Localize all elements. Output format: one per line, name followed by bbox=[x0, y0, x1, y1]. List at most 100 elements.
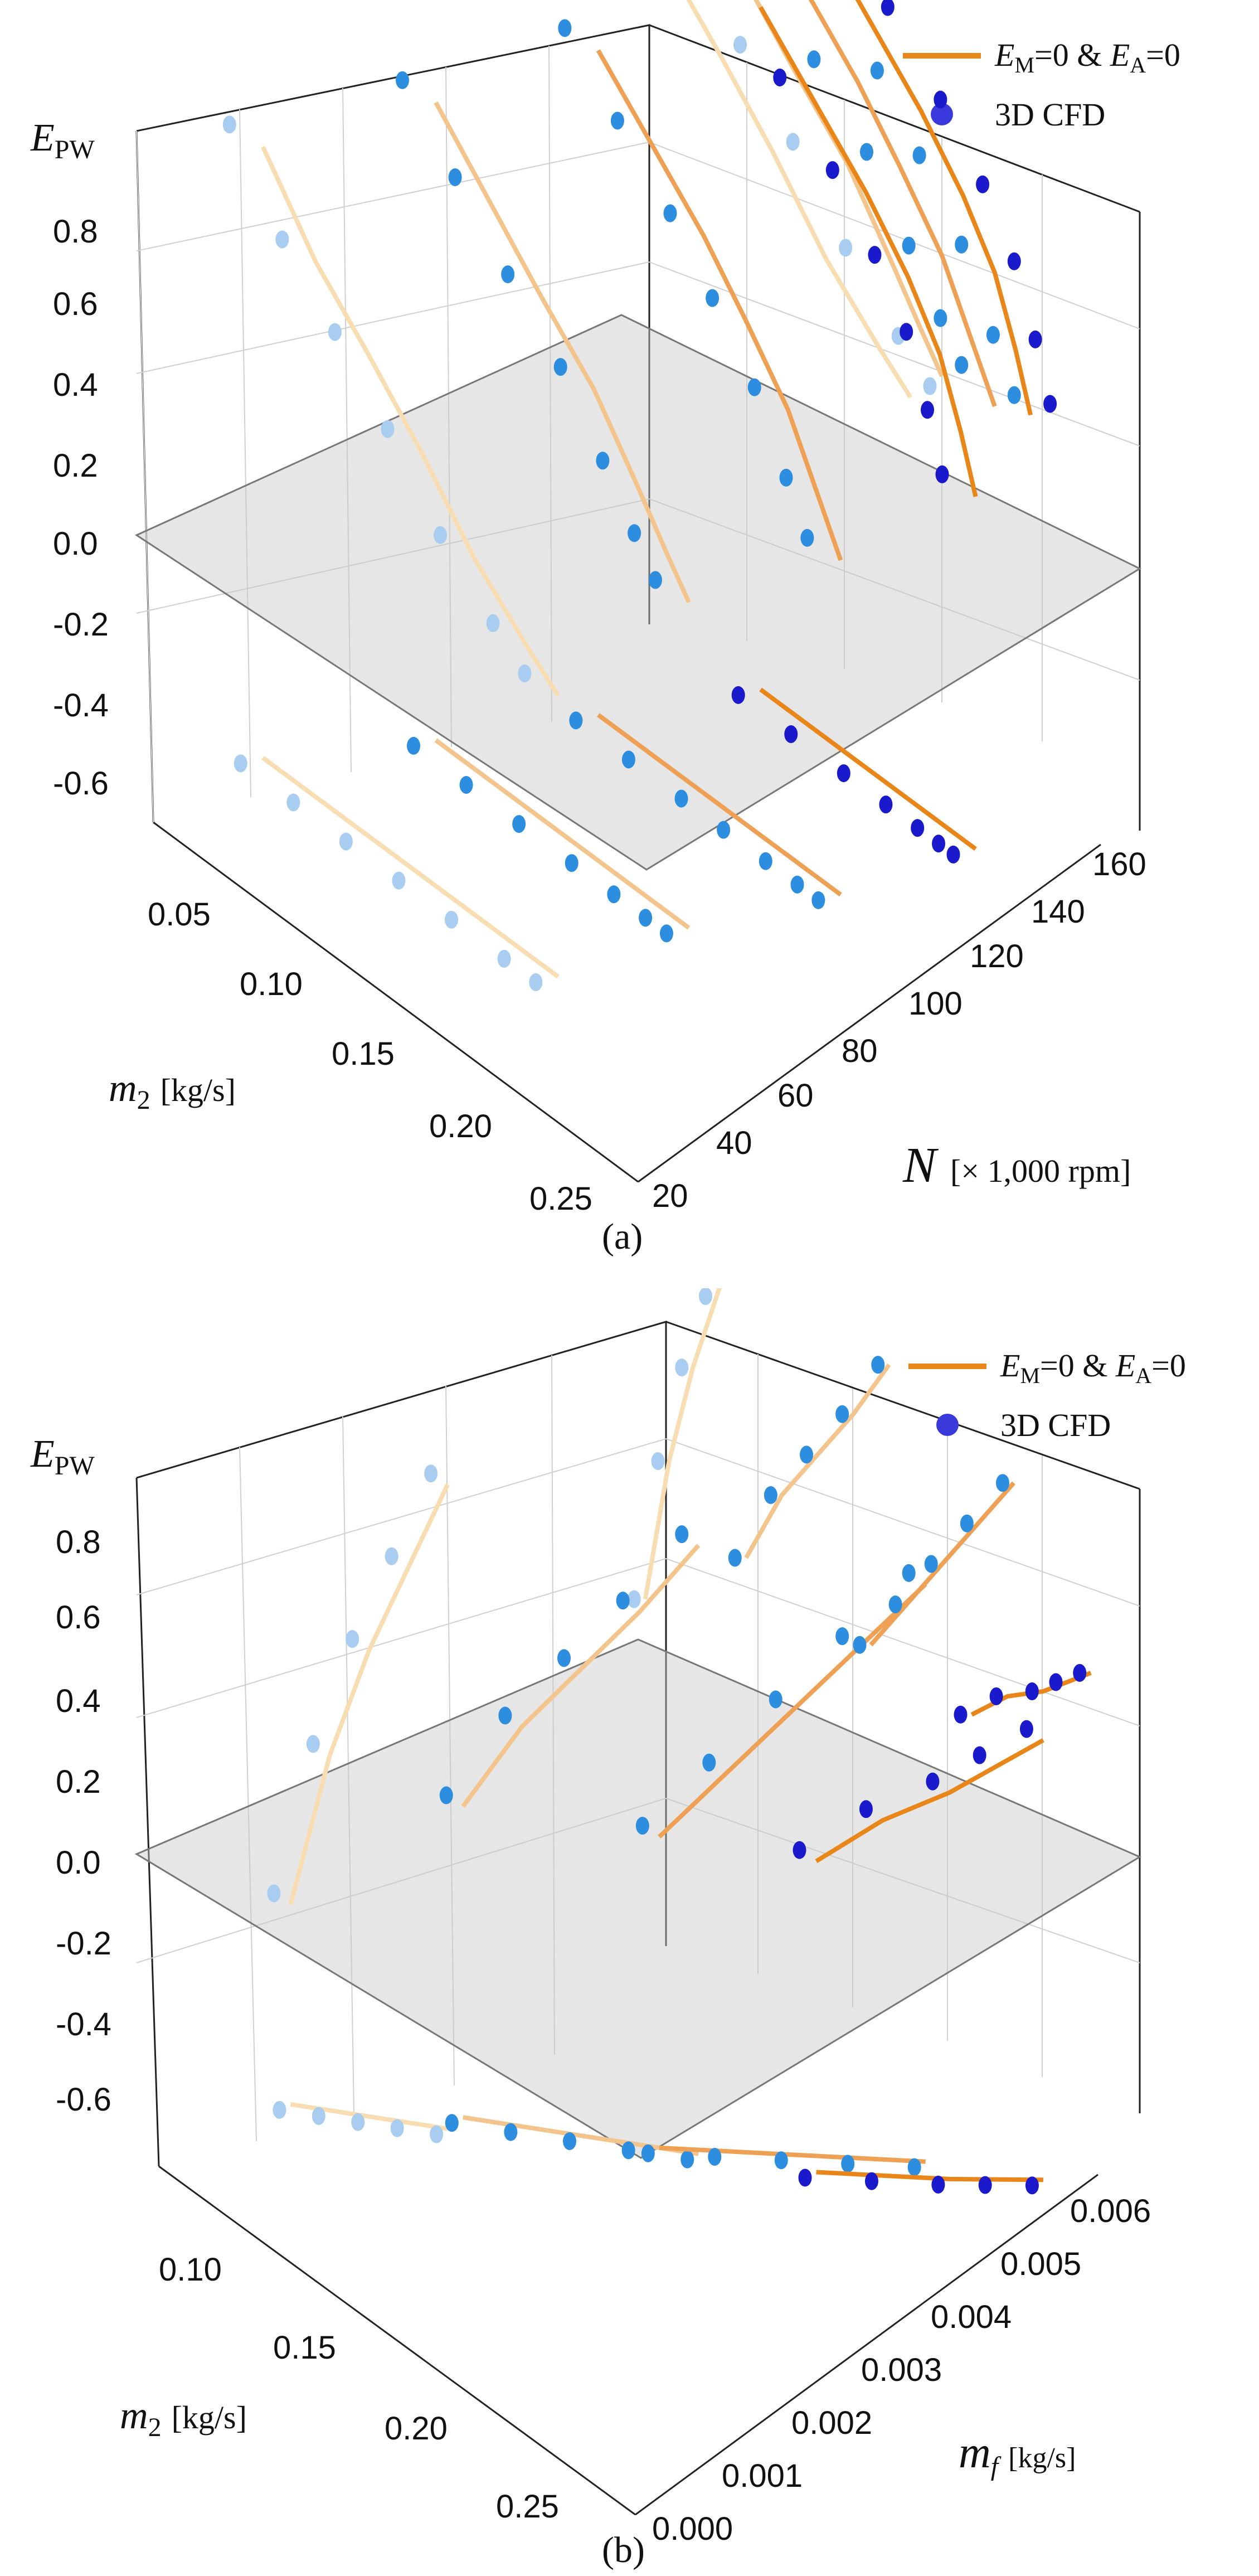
ztick-b: 0.8 bbox=[56, 1524, 101, 1560]
model-line-a bbox=[261, 145, 560, 697]
model-line-a bbox=[596, 49, 843, 561]
chart-b-svg: EM=0 & EA=0 3D CFD EPW 0.8 0.6 0.4 0.2 0… bbox=[30, 1288, 1186, 2570]
cfd-point-wall-a bbox=[881, 0, 895, 16]
ytick-labels-a: 20 40 60 80 100 120 140 160 bbox=[652, 846, 1146, 1214]
cfd-point-wall-b bbox=[960, 1514, 974, 1532]
xtick-b: 0.25 bbox=[496, 2488, 559, 2525]
cfd-point-floor-a bbox=[837, 764, 850, 783]
ztick-labels-a: 0.8 0.6 0.4 0.2 0.0 -0.2 -0.4 -0.6 bbox=[53, 214, 109, 802]
cfd-point-a bbox=[596, 452, 610, 470]
cfd-point-floor-b bbox=[621, 2141, 635, 2160]
cfd-point-wall-a bbox=[1007, 252, 1021, 270]
ytick-b: 0.002 bbox=[791, 2405, 872, 2441]
cfd-point-a bbox=[773, 68, 787, 86]
cfd-point-floor-b bbox=[312, 2107, 325, 2125]
cfd-point-floor-a bbox=[512, 815, 526, 833]
xtick-a: 0.15 bbox=[332, 1036, 395, 1072]
cfd-point-wall-b bbox=[996, 1474, 1009, 1492]
cfd-point-a bbox=[553, 358, 567, 376]
cfd-point-floor-b bbox=[864, 2172, 878, 2190]
ytick-a: 80 bbox=[842, 1033, 878, 1069]
cfd-point-b bbox=[424, 1464, 438, 1483]
ztick-b: 0.0 bbox=[56, 1845, 101, 1881]
cfd-point-wall-b bbox=[627, 1590, 641, 1608]
model-line-wall-b bbox=[643, 1288, 722, 1600]
cfd-point-a bbox=[518, 664, 532, 682]
legend-a: EM=0 & EA=0 3D CFD bbox=[903, 37, 1180, 133]
cfd-point-b bbox=[439, 1786, 453, 1804]
cfd-point-b bbox=[1019, 1720, 1033, 1738]
xtick-b: 0.15 bbox=[273, 2330, 336, 2366]
ztick-a: 0.4 bbox=[53, 367, 98, 403]
ytick-labels-b: 0.000 0.001 0.002 0.003 0.004 0.005 0.00… bbox=[652, 2193, 1151, 2547]
cfd-point-a bbox=[747, 378, 761, 396]
cfd-point-wall-a bbox=[733, 36, 747, 54]
cfd-point-b bbox=[859, 1800, 873, 1818]
cfd-point-floor-b bbox=[931, 2175, 945, 2194]
zero-plane-a bbox=[134, 314, 1142, 871]
zlabel-b: EPW bbox=[30, 1433, 95, 1481]
cfd-point-wall-a bbox=[1043, 395, 1057, 413]
chart-a-marks bbox=[222, 0, 1057, 991]
cfd-point-floor-a bbox=[569, 711, 583, 730]
chart-b-frame bbox=[135, 1320, 1141, 2516]
cfd-point-wall-a bbox=[976, 175, 990, 193]
cfd-point-wall-a bbox=[923, 377, 937, 395]
cfd-point-floor-b bbox=[907, 2158, 921, 2176]
ztick-b: 0.6 bbox=[56, 1599, 101, 1636]
cfd-point-wall-a bbox=[934, 90, 947, 109]
cfd-point-a bbox=[448, 168, 462, 186]
legend-a-dots-label: 3D CFD bbox=[995, 96, 1105, 133]
model-line-floor-a bbox=[261, 756, 560, 979]
cfd-point-a bbox=[648, 571, 662, 589]
cfd-point-wall-b bbox=[764, 1486, 777, 1505]
cfd-point-floor-a bbox=[286, 793, 300, 812]
cfd-point-b bbox=[267, 1884, 281, 1903]
cfd-point-floor-a bbox=[784, 725, 798, 743]
cfd-point-floor-a bbox=[529, 973, 543, 991]
cfd-point-wall-a bbox=[807, 50, 821, 69]
ytick-b: 0.003 bbox=[861, 2352, 942, 2388]
cfd-point-a bbox=[558, 19, 572, 37]
cfd-point-a bbox=[800, 528, 814, 547]
ztick-a: 0.8 bbox=[53, 214, 98, 250]
cfd-point-wall-b bbox=[989, 1687, 1003, 1705]
cfd-point-wall-a bbox=[955, 235, 969, 254]
model-line-wall-b bbox=[744, 1363, 891, 1559]
zlabel-a: EPW bbox=[30, 117, 95, 164]
cfd-point-floor-a bbox=[639, 909, 653, 927]
cfd-point-floor-a bbox=[445, 910, 459, 929]
cfd-point-wall-b bbox=[924, 1555, 938, 1573]
caption-a: (a) bbox=[602, 1216, 643, 1257]
ylabel-b: mf [kg/s] bbox=[959, 2428, 1076, 2481]
cfd-point-a bbox=[628, 524, 641, 542]
ztick-b: -0.4 bbox=[56, 2006, 111, 2043]
model-line-b bbox=[658, 1582, 927, 1838]
cfd-point-b bbox=[902, 1564, 916, 1582]
cfd-point-b bbox=[769, 1690, 782, 1709]
cfd-point-a bbox=[396, 71, 410, 89]
cfd-point-a bbox=[328, 323, 342, 341]
cfd-point-floor-a bbox=[497, 949, 511, 968]
cfd-point-a bbox=[663, 204, 677, 222]
cfd-point-b bbox=[498, 1706, 512, 1725]
cfd-point-a bbox=[825, 161, 839, 180]
cfd-point-floor-b bbox=[1025, 2176, 1039, 2195]
ztick-b: 0.4 bbox=[56, 1683, 101, 1719]
legend-b: EM=0 & EA=0 3D CFD bbox=[908, 1347, 1186, 1443]
cfd-point-b bbox=[702, 1753, 716, 1772]
cfd-point-wall-a bbox=[934, 309, 947, 327]
cfd-point-wall-a bbox=[955, 356, 969, 374]
cfd-point-floor-b bbox=[774, 2151, 788, 2170]
model-line-a bbox=[434, 101, 691, 604]
model-line-floor-a bbox=[434, 738, 691, 930]
cfd-point-floor-b bbox=[641, 2144, 655, 2162]
ytick-b: 0.005 bbox=[1000, 2246, 1081, 2282]
cfd-point-b bbox=[835, 1627, 849, 1646]
cfd-point-wall-b bbox=[800, 1445, 813, 1464]
caption-b: (b) bbox=[602, 2530, 645, 2570]
ytick-a: 40 bbox=[716, 1125, 752, 1161]
cfd-point-floor-b bbox=[430, 2125, 444, 2143]
ytick-b: 0.004 bbox=[931, 2299, 1012, 2335]
ylabel-a: N [× 1,000 rpm] bbox=[902, 1138, 1131, 1193]
